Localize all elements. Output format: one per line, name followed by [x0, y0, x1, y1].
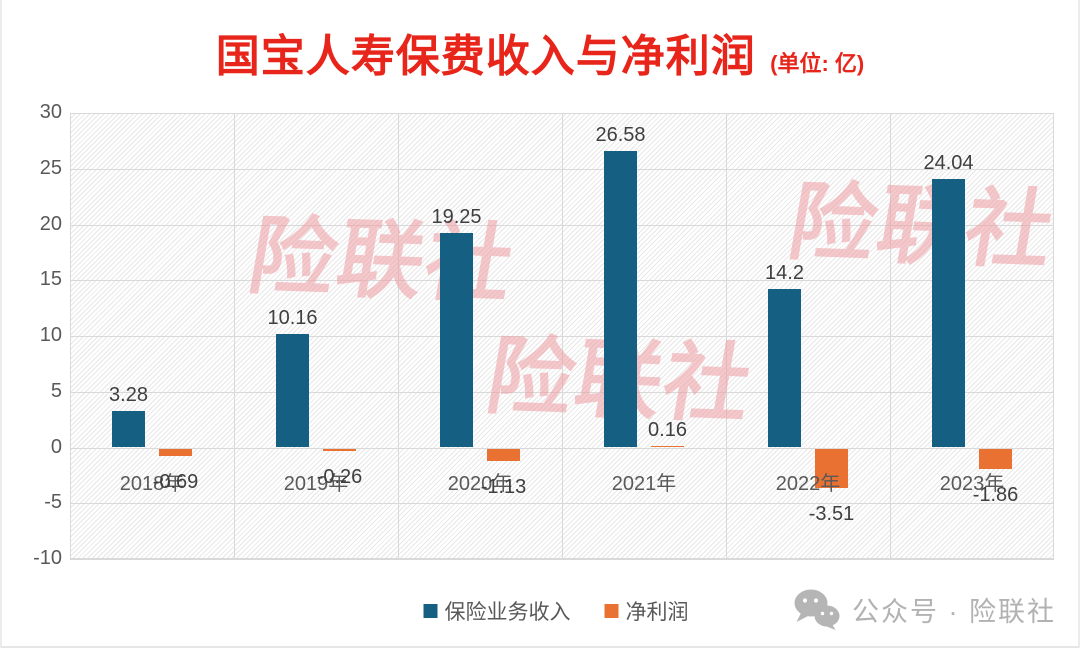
bar-net-profit-2021年 — [651, 445, 684, 448]
data-label-net-profit-2022年: -3.51 — [808, 502, 855, 525]
x-axis-category-label: 2021年 — [611, 472, 677, 495]
bar-insurance-income-2018年 — [112, 410, 145, 448]
bar-insurance-income-2021年 — [604, 151, 637, 448]
data-label-insurance-income-2019年: 10.16 — [267, 307, 318, 330]
chart-title: 国宝人寿保费收入与净利润 (单位: 亿) — [2, 20, 1078, 84]
y-axis-tick-label: 15 — [39, 268, 62, 291]
y-axis-tick-label: 5 — [50, 379, 62, 402]
gridline-horizontal — [70, 559, 1054, 560]
bar-net-profit-2022年 — [815, 448, 848, 488]
data-label-insurance-income-2020年: 19.25 — [431, 205, 482, 228]
watermark: 险联社 — [781, 174, 1063, 280]
data-label-net-profit-2021年: 0.16 — [648, 418, 687, 441]
bar-insurance-income-2023年 — [932, 179, 965, 448]
gridline-vertical — [726, 113, 727, 559]
footer-text: 公众号 · 险联社 — [852, 596, 1056, 627]
x-axis-category-label: 2023年 — [939, 472, 1005, 495]
bar-net-profit-2020年 — [487, 448, 520, 462]
x-axis-category-label: 2019年 — [283, 472, 349, 495]
data-label-net-profit-2023年: -1.86 — [972, 484, 1019, 507]
y-axis-tick-label: -10 — [33, 547, 62, 569]
gridline-vertical — [234, 113, 235, 559]
x-axis-category-label: 2022年 — [775, 472, 841, 495]
gridline-vertical — [562, 113, 563, 559]
data-label-net-profit-2018年: -0.69 — [152, 471, 199, 494]
bar-net-profit-2019年 — [323, 448, 356, 452]
legend-swatch-insurance-income — [423, 604, 438, 618]
chart-title-unit: (单位: 亿) — [770, 51, 865, 76]
y-axis-tick-label: 30 — [39, 101, 62, 123]
legend-swatch-net-profit — [604, 604, 619, 618]
legend-label-insurance-income: 保险业务收入 — [444, 601, 571, 624]
bar-net-profit-2018年 — [159, 448, 192, 457]
legend-item-net-profit: 净利润 — [604, 596, 689, 626]
data-label-insurance-income-2022年: 14.2 — [765, 262, 804, 285]
bar-insurance-income-2019年 — [276, 334, 309, 448]
x-axis-category-label: 2020年 — [447, 472, 513, 495]
bar-insurance-income-2020年 — [440, 232, 473, 448]
chart-title-text: 国宝人寿保费收入与净利润 — [215, 32, 756, 81]
footer-brand: 公众号 · 险联社 — [792, 588, 1056, 630]
bar-net-profit-2023年 — [979, 448, 1012, 470]
data-label-insurance-income-2018年: 3.28 — [109, 383, 148, 406]
y-axis-tick-label: 0 — [50, 435, 62, 458]
data-label-insurance-income-2023年: 24.04 — [923, 152, 974, 175]
data-label-insurance-income-2021年: 26.58 — [595, 124, 646, 147]
data-label-net-profit-2019年: -0.26 — [316, 466, 363, 489]
wechat-icon — [794, 589, 840, 630]
y-axis-tick-label: -5 — [44, 491, 62, 514]
data-label-net-profit-2020年: -1.13 — [480, 476, 527, 499]
gridline-vertical — [890, 113, 891, 559]
legend-item-insurance-income: 保险业务收入 — [423, 596, 571, 626]
y-axis-tick-label: 10 — [39, 324, 62, 346]
bar-insurance-income-2022年 — [768, 289, 801, 448]
gridline-vertical — [398, 113, 399, 559]
x-axis-category-label: 2018年 — [119, 472, 185, 495]
legend-label-net-profit: 净利润 — [625, 601, 689, 624]
chart-legend: 保险业务收入 净利润 — [423, 596, 689, 626]
y-axis-tick-label: 25 — [39, 156, 62, 179]
y-axis-tick-label: 20 — [39, 212, 62, 235]
